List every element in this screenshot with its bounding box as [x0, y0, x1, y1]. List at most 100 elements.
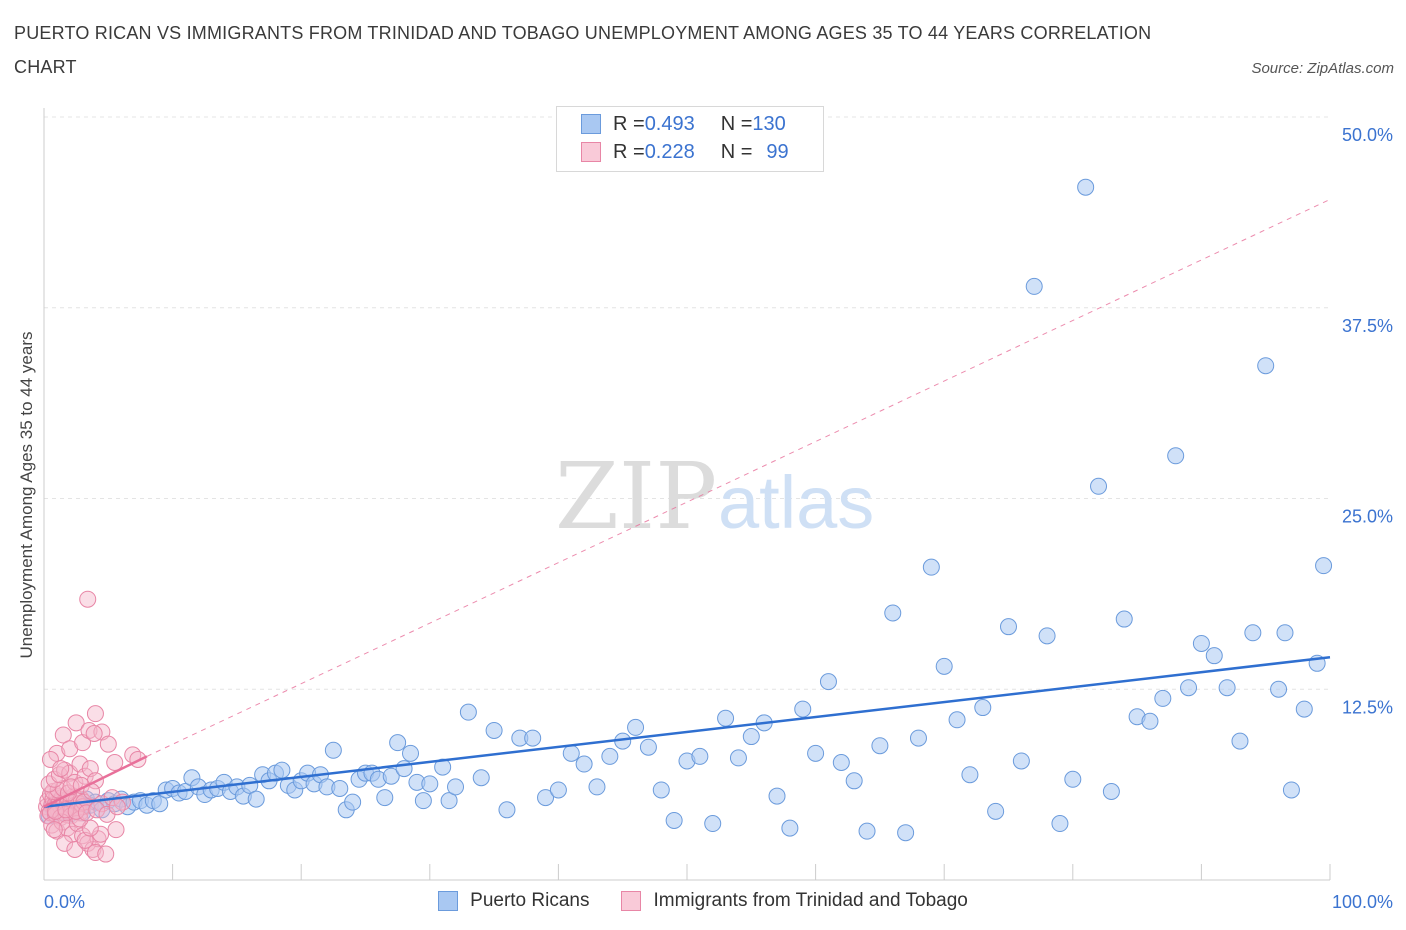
- puerto-rican-point: [1192, 634, 1210, 652]
- puerto-rican-point: [389, 734, 407, 752]
- trinidad-point: [45, 821, 63, 839]
- puerto-rican-point: [832, 753, 850, 771]
- puerto-rican-point: [909, 729, 927, 747]
- legend-swatch-blue: [438, 891, 459, 911]
- puerto-rican-point: [421, 775, 439, 793]
- legend-row-trinidad: R = 0.228 N = 99: [581, 140, 789, 164]
- trinidad-point: [71, 810, 89, 828]
- axes: [43, 108, 1331, 881]
- puerto-rican-point: [1077, 178, 1095, 196]
- puerto-rican-point: [1231, 732, 1249, 750]
- puerto-rican-point: [1025, 277, 1043, 295]
- trinidad-point: [85, 725, 103, 743]
- puerto-rican-point: [414, 792, 432, 810]
- tick-labels: 12.5% 25.0% 37.5% 50.0% 0.0% 100.0%: [44, 125, 1393, 912]
- puerto-rican-point: [845, 772, 863, 790]
- puerto-rican-point: [562, 744, 580, 762]
- puerto-rican-point: [472, 769, 490, 787]
- puerto-rican-point: [382, 767, 400, 785]
- puerto-rican-point: [704, 815, 722, 833]
- puerto-rican-point: [1141, 712, 1159, 730]
- puerto-rican-point: [729, 749, 747, 767]
- trinidad-point: [108, 798, 126, 816]
- puerto-rican-point: [1167, 447, 1185, 465]
- y-tick-label: 12.5%: [1342, 697, 1393, 717]
- puerto-rican-point: [344, 793, 362, 811]
- legend-n-value: 130: [752, 112, 786, 135]
- puerto-rican-point: [1276, 624, 1294, 642]
- x-tick-label: 0.0%: [44, 892, 85, 912]
- puerto-rican-point: [402, 744, 420, 762]
- puerto-rican-point: [459, 703, 477, 721]
- trinidad-point: [97, 845, 115, 863]
- watermark: ZIP atlas: [555, 443, 874, 550]
- puerto-rican-point: [588, 778, 606, 796]
- puerto-rican-point: [1180, 679, 1198, 697]
- pink-trend-extended: [146, 198, 1331, 757]
- puerto-rican-point: [652, 781, 670, 799]
- puerto-rican-point: [1315, 557, 1333, 575]
- legend-r-value: 0.493: [644, 112, 695, 135]
- puerto-rican-point: [549, 781, 567, 799]
- puerto-rican-point: [1090, 477, 1108, 495]
- puerto-rican-point: [922, 558, 940, 576]
- series-legend: Puerto Ricans Immigrants from Trinidad a…: [0, 890, 1406, 912]
- watermark-atlas: atlas: [718, 461, 874, 544]
- puerto-rican-point: [781, 819, 799, 837]
- puerto-rican-point: [1102, 782, 1120, 800]
- puerto-rican-point: [639, 738, 657, 756]
- puerto-rican-point: [247, 790, 265, 808]
- grid-lines: [44, 116, 1330, 690]
- puerto-rican-point: [627, 718, 645, 736]
- puerto-rican-point: [871, 737, 889, 755]
- trend-lines: [43, 655, 1331, 808]
- puerto-rican-point: [1295, 700, 1313, 718]
- puerto-rican-point: [935, 657, 953, 675]
- y-tick-label: 37.5%: [1342, 316, 1393, 336]
- puerto-rican-point: [819, 673, 837, 691]
- blue-trend-line: [43, 655, 1331, 808]
- legend-item-trinidad: Immigrants from Trinidad and Tobago: [621, 890, 968, 912]
- puerto-rican-point: [794, 700, 812, 718]
- x-tick-label: 100.0%: [1332, 892, 1393, 912]
- puerto-rican-point: [1115, 610, 1133, 628]
- puerto-rican-point: [537, 789, 555, 807]
- puerto-rican-point: [601, 747, 619, 765]
- puerto-rican-point: [498, 801, 516, 819]
- puerto-rican-point: [575, 755, 593, 773]
- trinidad-point: [106, 753, 124, 771]
- puerto-rican-point: [1257, 357, 1275, 375]
- legend-swatch-pink: [621, 891, 642, 911]
- puerto-rican-point: [1205, 647, 1223, 665]
- trinidad-point: [77, 804, 95, 822]
- puerto-rican-point: [1000, 618, 1017, 636]
- puerto-rican-point: [897, 824, 915, 842]
- y-tick-label: 25.0%: [1342, 507, 1393, 527]
- puerto-rican-point: [447, 778, 465, 796]
- legend-n-value: 99: [766, 140, 789, 163]
- source-note: Source: ZipAtlas.com: [1251, 60, 1394, 77]
- puerto-rican-point: [1154, 689, 1172, 707]
- trinidad-points: [38, 590, 147, 863]
- legend-swatch-blue: [581, 114, 601, 134]
- puerto-rican-point: [858, 822, 876, 840]
- puerto-rican-point: [987, 802, 1005, 820]
- trinidad-point: [52, 760, 70, 778]
- stats-legend: R = 0.493 N = 130 R = 0.228 N = 99: [556, 106, 824, 172]
- legend-row-puerto-rican: R = 0.493 N = 130: [581, 112, 786, 136]
- trinidad-point: [99, 735, 117, 753]
- puerto-rican-point: [1270, 680, 1288, 698]
- puerto-rican-point: [1244, 624, 1262, 642]
- puerto-rican-point: [1038, 627, 1056, 645]
- puerto-rican-point: [485, 721, 503, 739]
- puerto-rican-point: [665, 811, 683, 829]
- trinidad-point: [67, 714, 85, 732]
- puerto-rican-point: [884, 604, 902, 622]
- puerto-rican-point: [440, 792, 458, 810]
- puerto-rican-point: [434, 758, 452, 776]
- trinidad-point: [54, 726, 72, 744]
- puerto-rican-point: [1012, 752, 1030, 770]
- trinidad-point: [92, 825, 110, 843]
- trinidad-point: [56, 834, 74, 852]
